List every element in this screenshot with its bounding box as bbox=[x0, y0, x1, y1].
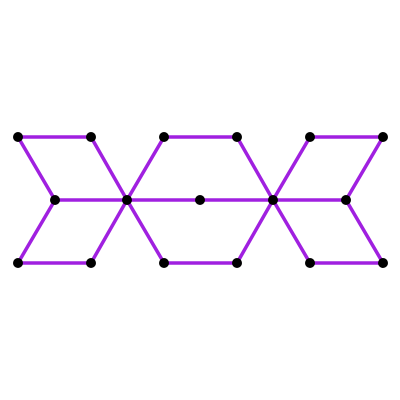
graph-node bbox=[378, 258, 388, 268]
graph-edge bbox=[271, 135, 312, 202]
graph-edge bbox=[271, 198, 312, 265]
graph-edge bbox=[16, 198, 57, 265]
graph-node bbox=[86, 258, 96, 268]
graph-node bbox=[122, 195, 132, 205]
graph-node bbox=[86, 132, 96, 142]
graph-edge bbox=[125, 198, 166, 265]
graph-node bbox=[232, 258, 242, 268]
graph-edge bbox=[89, 135, 129, 202]
graph-nodes bbox=[13, 132, 388, 268]
graph-node bbox=[159, 258, 169, 268]
graph-node bbox=[305, 132, 315, 142]
graph-edges bbox=[16, 135, 385, 265]
graph-node bbox=[305, 258, 315, 268]
graph-node bbox=[159, 132, 169, 142]
graph-node bbox=[341, 195, 351, 205]
graph-node bbox=[50, 195, 60, 205]
graph-node bbox=[195, 195, 205, 205]
graph-edge bbox=[125, 135, 166, 202]
graph-node bbox=[13, 258, 23, 268]
graph-node bbox=[232, 132, 242, 142]
graph-edge bbox=[344, 135, 385, 202]
graph-node bbox=[268, 195, 278, 205]
graph-node bbox=[378, 132, 388, 142]
graph-node bbox=[13, 132, 23, 142]
graph-edge bbox=[235, 198, 275, 265]
graph-edge bbox=[235, 135, 275, 202]
graph-edge bbox=[89, 198, 129, 265]
graph-edge bbox=[344, 198, 385, 265]
graph-edge bbox=[16, 135, 57, 202]
